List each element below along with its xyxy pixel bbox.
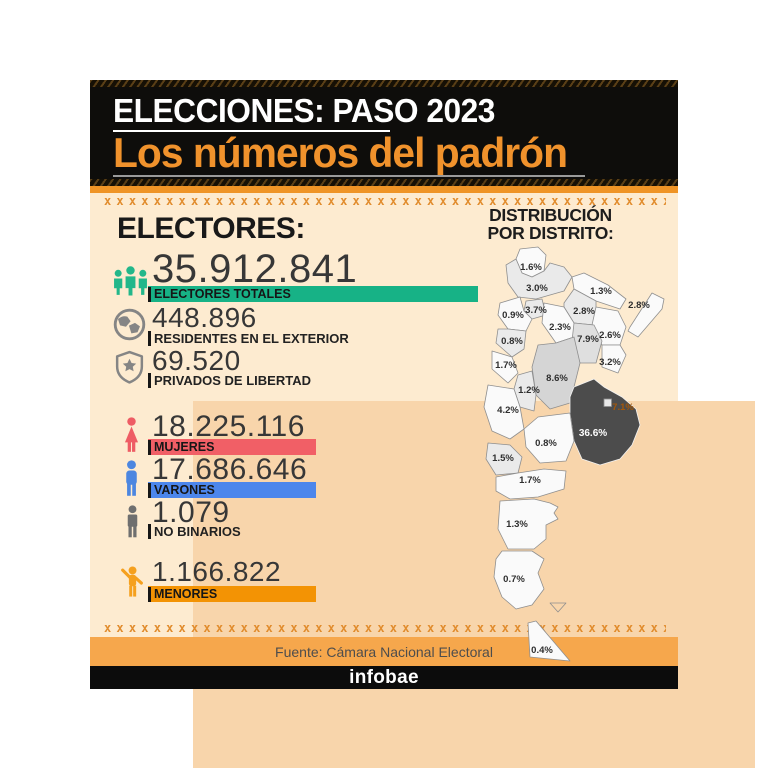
people-group-icon [112,265,149,301]
map-pct-label: 1.3% [590,286,612,297]
stat-label: MUJERES [154,440,215,454]
label-tick [148,586,151,602]
stat-value: 18.225.116 [152,410,305,443]
map-region-tierradelfuego [527,620,571,662]
label-tick [148,482,151,498]
stat-label-row: NO BINARIOS [148,523,241,539]
label-tick [148,286,151,302]
map-marker-islas [549,602,567,613]
label-tick [148,439,151,455]
map-region-chubut [497,498,559,550]
argentina-district-map: 1.6%3.0% 1.3%2.8%3.7%0.9% 2.8%2.3%7.9% 2.6%… [483,246,665,662]
map-pct-label: 1.3% [506,519,528,530]
stat-label: NO BINARIOS [154,523,241,539]
stat-value: 35.912.841 [152,247,358,291]
title-underline [113,175,585,177]
source-text: Fuente: Cámara Nacional Electoral [275,643,493,660]
kicker-underline [113,130,390,132]
map-region-santacruz [493,550,545,610]
map-region-catamarca [497,296,533,332]
map-region-lapampa [523,412,575,464]
header-kicker: ELECCIONES: PASO 2023 [113,92,495,129]
stat-value: 17.686.646 [152,453,308,486]
map-pct-label: 0.7% [503,574,525,585]
shield-star-icon [114,350,145,390]
map-heading: DISTRIBUCIÓN POR DISTRITO: [458,205,643,244]
source-band: Fuente: Cámara Nacional Electoral [90,637,678,666]
map-region-mendoza [483,384,525,440]
map-region-salta [505,258,573,300]
map-pct-label: 4.2% [497,405,519,416]
stat-value: 448.896 [152,302,257,333]
stat-value: 1.079 [152,496,230,529]
map-heading-line1: DISTRIBUCIÓN [489,205,612,225]
globe-icon [113,308,146,346]
map-pct-label: 0.9% [502,310,524,321]
map-pct-label: 1.7% [519,475,541,486]
label-tick [148,372,151,388]
map-marker-caba [603,398,612,407]
inner-panel [193,401,755,768]
map-pct-label: 0.4% [531,645,553,656]
map-pct-label: 2.8% [628,300,650,311]
map-pct-label: 3.0% [526,283,548,294]
map-pct-label: 1.2% [518,385,540,396]
stat-label: RESIDENTES EN EL EXTERIOR [154,330,349,346]
woman-icon [122,417,141,460]
map-pct-label: 1.5% [492,453,514,464]
man-icon [122,460,141,505]
map-pct-label: 0.8% [535,438,557,449]
map-pct-label: 0.8% [501,336,523,347]
label-tick [148,523,151,539]
map-pct-label: 2.6% [599,330,621,341]
page-title: Los números del padrón [113,129,568,176]
header-banner: ELECCIONES: PASO 2023 Los números del pa… [90,80,678,186]
content-area [90,193,755,768]
map-labels: 1.6%3.0% 1.3%2.8%3.7%0.9% 2.8%2.3%7.9% 2.6%… [492,262,650,656]
map-region-rionegro [495,468,567,500]
stat-value: 69.520 [152,345,241,376]
map-heading-line2: POR DISTRITO: [487,223,614,244]
stat-label-row: RESIDENTES EN EL EXTERIOR [148,330,349,346]
stat-label: ELECTORES TOTALES [154,287,291,301]
map-pct-label: 7.9% [577,334,599,345]
electores-heading: ELECTORES: [117,212,305,245]
map-pct-label: 1.6% [520,262,542,273]
map-region-misiones [627,292,665,338]
hatch-stripe-top [90,80,678,87]
person-icon [124,505,141,546]
map-region-entrerios [601,344,627,374]
map-pct-label: 2.8% [573,306,595,317]
map-pct-label: 3.2% [599,357,621,368]
map-region-sanjuan [491,350,519,384]
stat-label-row: PRIVADOS DE LIBERTAD [148,372,311,388]
stat-label: MENORES [154,587,218,601]
label-tick [148,330,151,346]
map-region-tucuman [523,298,547,320]
stat-label-bar: VARONES [148,482,316,498]
child-icon [118,563,145,604]
map-pct-label: 36.6% [579,428,607,439]
map-pct-label: 8.6% [546,373,568,384]
stat-label: PRIVADOS DE LIBERTAD [154,372,311,388]
map-pct-label: 1.7% [495,360,517,371]
map-region-larioja [495,328,527,358]
brand-band: infobae [90,666,678,689]
stat-label: VARONES [154,483,215,497]
orange-divider [90,186,678,193]
map-regions [483,246,665,662]
map-region-buenosaires [569,378,641,466]
map-pct-label: 3.7% [525,305,547,316]
hatch-stripe-bottom [90,179,678,186]
decorative-x-row-bottom: xxxxxxxxxxxxxxxxxxxxxxxxxxxxxxxxxxxxxxxx… [104,623,666,635]
map-pct-label: 2.3% [549,322,571,333]
stat-label-bar: MUJERES [148,439,316,455]
infobae-logo: infobae [349,666,419,688]
stat-label-bar: ELECTORES TOTALES [148,286,478,302]
stat-value: 1.166.822 [152,556,282,587]
decorative-x-row-top: xxxxxxxxxxxxxxxxxxxxxxxxxxxxxxxxxxxxxxxx… [104,196,666,208]
map-pct-label: 7.1% [612,402,634,413]
stat-label-bar: MENORES [148,586,316,602]
